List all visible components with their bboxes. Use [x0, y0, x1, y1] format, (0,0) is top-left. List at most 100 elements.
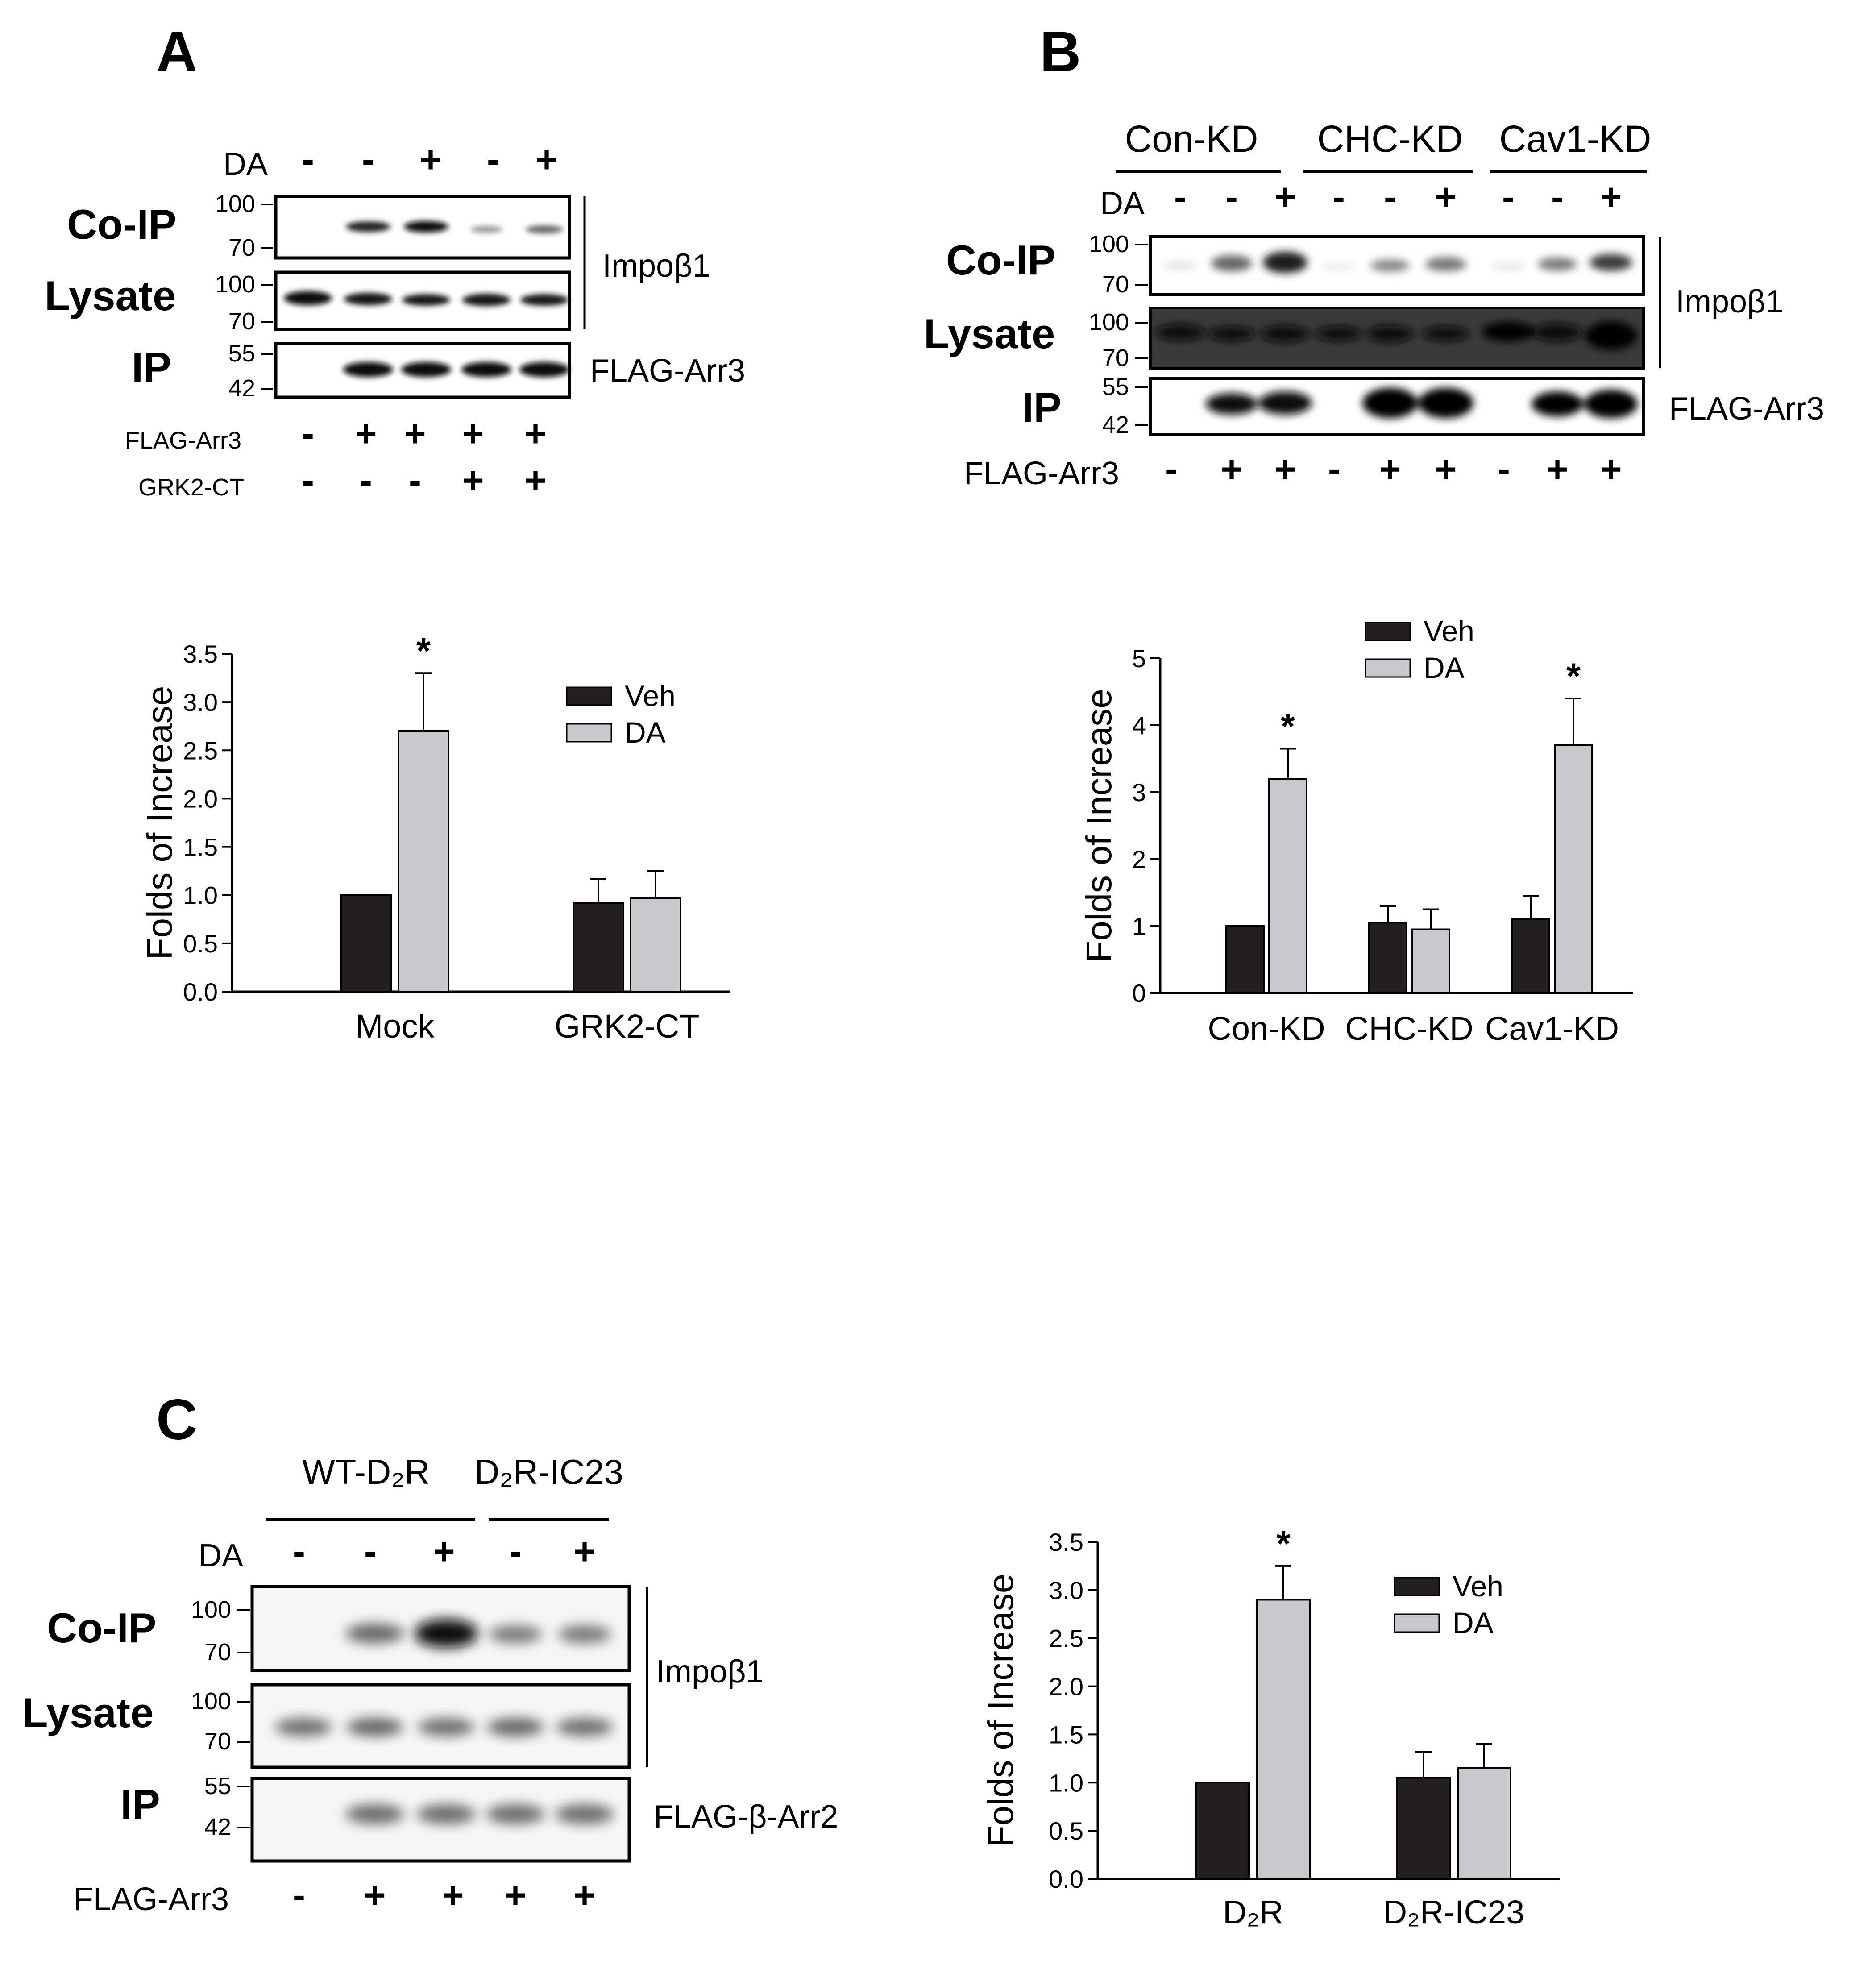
y-tick-label: 4	[1132, 711, 1146, 739]
c-flag-signs: - + + + +	[293, 1874, 596, 1916]
significance-star: *	[1281, 706, 1295, 747]
a-mw: 55	[228, 340, 255, 367]
panel-b-letter: B	[1040, 20, 1081, 84]
b-row-lysate: Lysate	[924, 310, 1055, 357]
b-da-signs: - - + - - + - - +	[1174, 176, 1622, 218]
b-group-label: Cav1-KD	[1499, 118, 1652, 160]
a-flag-sign: +	[355, 412, 377, 454]
c-flag-sign: +	[442, 1874, 464, 1916]
a-mw: 42	[228, 375, 255, 402]
c-mw: 70	[204, 1728, 231, 1755]
b-impo-label: Impoβ1	[1676, 284, 1784, 320]
a-grk-sign: -	[302, 459, 314, 501]
c-da-sign: -	[364, 1530, 377, 1572]
b-coip-bands	[1162, 252, 1632, 273]
b-flag-sign: +	[1379, 448, 1401, 490]
b-flag-signs: - + + - + + - + +	[1165, 448, 1622, 490]
a-row-lysate: Lysate	[45, 272, 176, 319]
b-row-coip: Co-IP	[946, 237, 1055, 283]
c-row-coip: Co-IP	[47, 1604, 156, 1651]
c-ip-bands	[345, 1804, 614, 1824]
panel-c-blot: C WT-D₂R D₂R-IC23 DA - - + - + Co-IP Lys…	[22, 1388, 838, 1917]
c-flag-sign: -	[293, 1874, 305, 1916]
y-tick-label: 2	[1132, 845, 1146, 873]
a-flag-sign: +	[524, 412, 546, 454]
category-label: D₂R	[1223, 1894, 1283, 1931]
y-tick-label: 2.5	[183, 736, 218, 764]
c-coip-bands	[345, 1619, 611, 1648]
y-axis-label: Folds of Increase	[981, 1574, 1021, 1848]
c-flag-sign: +	[364, 1874, 386, 1916]
y-tick-label: 3.0	[1049, 1576, 1083, 1604]
c-mw: 100	[191, 1596, 231, 1623]
b-da-sign: -	[1332, 176, 1345, 218]
legend-swatch	[1394, 1613, 1440, 1633]
c-mw: 100	[191, 1688, 231, 1715]
y-tick-label: 2.5	[1049, 1624, 1083, 1653]
a-lysate-bands	[284, 291, 569, 306]
bar-da	[1457, 1767, 1511, 1880]
a-mw: 100	[215, 191, 255, 217]
bar-da	[398, 730, 449, 993]
b-mw: 70	[1102, 271, 1129, 298]
a-grk-signs: - - - + +	[302, 459, 547, 501]
a-grk-sign: +	[524, 459, 546, 501]
a-da-sign: -	[302, 138, 314, 180]
a-impo-label: Impoβ1	[602, 248, 710, 284]
y-tick-label: 3.5	[1049, 1528, 1083, 1556]
b-mw: 42	[1102, 411, 1129, 438]
a-coip-bands	[346, 221, 563, 233]
y-tick-label: 2.0	[1049, 1673, 1083, 1701]
category-label: GRK2-CT	[555, 1008, 700, 1045]
y-tick-label: 3.5	[183, 640, 218, 668]
legend-label: DA	[625, 716, 666, 749]
c-da-sign: -	[509, 1530, 522, 1572]
b-da-sign: +	[1600, 176, 1622, 218]
y-tick-label: 5	[1132, 644, 1146, 673]
y-tick-label: 0	[1132, 979, 1146, 1007]
y-tick-label: 3.0	[183, 688, 218, 716]
bar-veh	[340, 894, 392, 993]
bar-da	[1554, 744, 1593, 994]
panel-c-letter: C	[156, 1388, 197, 1452]
b-flag-sign: -	[1165, 448, 1178, 490]
y-axis-label: Folds of Increase	[1079, 689, 1119, 963]
legend-label: DA	[1453, 1606, 1494, 1639]
a-flag-sign: +	[462, 412, 484, 454]
y-tick-label: 1.5	[183, 833, 218, 861]
b-group-label: Con-KD	[1125, 118, 1258, 160]
b-da-sign: -	[1384, 176, 1396, 218]
bar-veh	[1511, 918, 1550, 994]
bar-da	[1268, 778, 1307, 994]
y-tick-label: 0.0	[1049, 1865, 1083, 1893]
b-mw: 100	[1089, 309, 1129, 336]
a-mw: 70	[228, 308, 255, 335]
b-da-sign: -	[1502, 176, 1515, 218]
b-flag-sign: -	[1498, 448, 1510, 490]
panel-b-blot: B Con-KD CHC-KD Cav1-KD DA - - + - - + -…	[924, 20, 1824, 491]
category-label: D₂R-IC23	[1383, 1894, 1525, 1931]
b-group-label: CHC-KD	[1317, 118, 1463, 160]
legend-label: DA	[1424, 651, 1465, 684]
chart-c: 0.0 0.5 1.0 1.5 2.0 2.5 3.0 3.5 Folds of Increas…	[981, 1524, 1560, 1931]
b-ip-bands	[1206, 388, 1638, 418]
legend-label: Veh	[1453, 1570, 1503, 1603]
bar-veh	[1225, 925, 1265, 994]
c-mw: 55	[204, 1773, 231, 1799]
c-flag-sign: +	[504, 1874, 526, 1916]
y-tick-label: 0.0	[183, 978, 218, 1006]
y-tick-label: 1.5	[1049, 1720, 1083, 1749]
b-flag-sign: +	[1600, 448, 1622, 490]
legend-label: Veh	[625, 679, 676, 712]
a-da-sign: -	[487, 138, 499, 180]
c-da-sign: +	[573, 1530, 595, 1572]
c-row-lysate: Lysate	[22, 1689, 154, 1736]
a-bottom-row-label: GRK2-CT	[138, 474, 244, 501]
a-da-sign: +	[535, 138, 557, 180]
a-bottom-row-label: FLAG-Arr3	[125, 427, 241, 454]
a-grk-sign: +	[462, 459, 484, 501]
y-tick-label: 3	[1132, 778, 1146, 806]
a-grk-sign: -	[360, 459, 372, 501]
a-flag-sign: -	[302, 412, 314, 454]
legend-swatch	[566, 686, 612, 706]
